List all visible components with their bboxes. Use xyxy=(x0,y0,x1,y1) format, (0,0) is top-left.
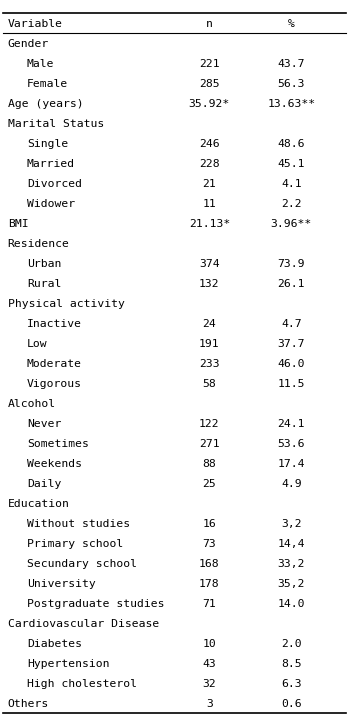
Text: 233: 233 xyxy=(199,358,220,369)
Text: 88: 88 xyxy=(202,459,216,469)
Text: 24: 24 xyxy=(202,319,216,329)
Text: 11.5: 11.5 xyxy=(278,379,305,389)
Text: 122: 122 xyxy=(199,419,220,429)
Text: 2.0: 2.0 xyxy=(281,639,302,649)
Text: Education: Education xyxy=(8,499,69,509)
Text: High cholesterol: High cholesterol xyxy=(27,679,137,689)
Text: Widower: Widower xyxy=(27,199,75,209)
Text: University: University xyxy=(27,579,96,589)
Text: Female: Female xyxy=(27,79,68,89)
Text: 4.1: 4.1 xyxy=(281,179,302,189)
Text: BMI: BMI xyxy=(8,219,28,229)
Text: Variable: Variable xyxy=(8,19,63,29)
Text: Physical activity: Physical activity xyxy=(8,299,125,309)
Text: 32: 32 xyxy=(202,679,216,689)
Text: 4.9: 4.9 xyxy=(281,479,302,489)
Text: 43: 43 xyxy=(202,659,216,669)
Text: 228: 228 xyxy=(199,159,220,169)
Text: Urban: Urban xyxy=(27,259,61,269)
Text: 53.6: 53.6 xyxy=(278,439,305,449)
Text: Married: Married xyxy=(27,159,75,169)
Text: Vigorous: Vigorous xyxy=(27,379,82,389)
Text: 21.13*: 21.13* xyxy=(189,219,230,229)
Text: 271: 271 xyxy=(199,439,220,449)
Text: 17.4: 17.4 xyxy=(278,459,305,469)
Text: 374: 374 xyxy=(199,259,220,269)
Text: Cardiovascular Disease: Cardiovascular Disease xyxy=(8,619,159,629)
Text: 168: 168 xyxy=(199,559,220,569)
Text: 3,2: 3,2 xyxy=(281,519,302,528)
Text: 24.1: 24.1 xyxy=(278,419,305,429)
Text: 33,2: 33,2 xyxy=(278,559,305,569)
Text: 6.3: 6.3 xyxy=(281,679,302,689)
Text: 132: 132 xyxy=(199,279,220,289)
Text: 246: 246 xyxy=(199,139,220,149)
Text: Never: Never xyxy=(27,419,61,429)
Text: 3.96**: 3.96** xyxy=(271,219,312,229)
Text: 11: 11 xyxy=(202,199,216,209)
Text: 10: 10 xyxy=(202,639,216,649)
Text: 73.9: 73.9 xyxy=(278,259,305,269)
Text: 45.1: 45.1 xyxy=(278,159,305,169)
Text: Male: Male xyxy=(27,59,54,69)
Text: Postgraduate studies: Postgraduate studies xyxy=(27,599,164,609)
Text: 16: 16 xyxy=(202,519,216,528)
Text: Divorced: Divorced xyxy=(27,179,82,189)
Text: 48.6: 48.6 xyxy=(278,139,305,149)
Text: 285: 285 xyxy=(199,79,220,89)
Text: Marital Status: Marital Status xyxy=(8,119,104,129)
Text: 46.0: 46.0 xyxy=(278,358,305,369)
Text: Alcohol: Alcohol xyxy=(8,399,56,409)
Text: 56.3: 56.3 xyxy=(278,79,305,89)
Text: 37.7: 37.7 xyxy=(278,339,305,348)
Text: Single: Single xyxy=(27,139,68,149)
Text: Age (years): Age (years) xyxy=(8,99,83,109)
Text: 25: 25 xyxy=(202,479,216,489)
Text: Without studies: Without studies xyxy=(27,519,130,528)
Text: 3: 3 xyxy=(206,698,213,708)
Text: 221: 221 xyxy=(199,59,220,69)
Text: 21: 21 xyxy=(202,179,216,189)
Text: 0.6: 0.6 xyxy=(281,698,302,708)
Text: Rural: Rural xyxy=(27,279,61,289)
Text: Moderate: Moderate xyxy=(27,358,82,369)
Text: Sometimes: Sometimes xyxy=(27,439,89,449)
Text: 35,2: 35,2 xyxy=(278,579,305,589)
Text: Daily: Daily xyxy=(27,479,61,489)
Text: 4.7: 4.7 xyxy=(281,319,302,329)
Text: Primary school: Primary school xyxy=(27,538,123,549)
Text: 8.5: 8.5 xyxy=(281,659,302,669)
Text: Weekends: Weekends xyxy=(27,459,82,469)
Text: 178: 178 xyxy=(199,579,220,589)
Text: 71: 71 xyxy=(202,599,216,609)
Text: 35.92*: 35.92* xyxy=(189,99,230,109)
Text: Inactive: Inactive xyxy=(27,319,82,329)
Text: Others: Others xyxy=(8,698,49,708)
Text: %: % xyxy=(288,19,295,29)
Text: Gender: Gender xyxy=(8,39,49,49)
Text: 191: 191 xyxy=(199,339,220,348)
Text: 73: 73 xyxy=(202,538,216,549)
Text: Hypertension: Hypertension xyxy=(27,659,109,669)
Text: 14.0: 14.0 xyxy=(278,599,305,609)
Text: 58: 58 xyxy=(202,379,216,389)
Text: Residence: Residence xyxy=(8,239,69,249)
Text: 2.2: 2.2 xyxy=(281,199,302,209)
Text: Secundary school: Secundary school xyxy=(27,559,137,569)
Text: Diabetes: Diabetes xyxy=(27,639,82,649)
Text: 14,4: 14,4 xyxy=(278,538,305,549)
Text: 26.1: 26.1 xyxy=(278,279,305,289)
Text: 43.7: 43.7 xyxy=(278,59,305,69)
Text: 13.63**: 13.63** xyxy=(267,99,315,109)
Text: n: n xyxy=(206,19,213,29)
Text: Low: Low xyxy=(27,339,47,348)
